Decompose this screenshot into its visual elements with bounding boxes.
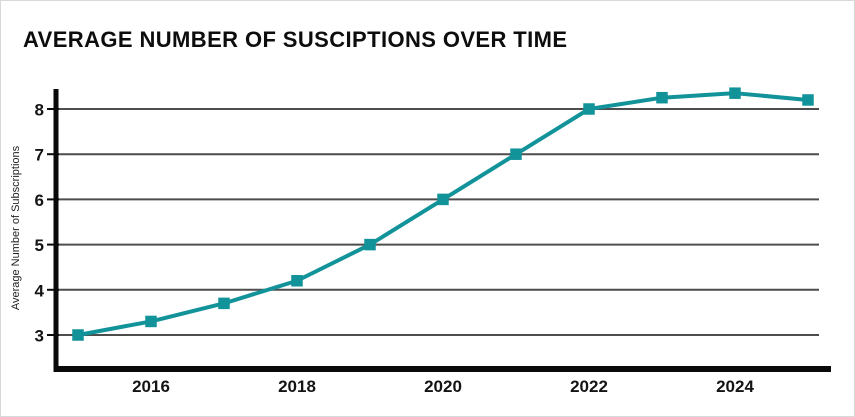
y-axis-tick-label: 8 [35,101,44,120]
data-point-marker [656,91,668,104]
data-point-marker [729,87,741,99]
y-axis-tick-label: 6 [35,191,44,210]
y-axis-tick-label: 5 [35,236,44,255]
data-point-marker [802,94,814,106]
data-point-marker [583,103,595,115]
data-point-marker [510,148,522,160]
data-point-marker [218,297,230,310]
data-point-marker [291,275,303,287]
y-axis-tick-label: 3 [35,327,44,346]
x-axis-tick-label: 2020 [424,377,462,396]
y-axis-tick-label: 4 [35,281,45,300]
x-axis-tick-label: 2024 [716,377,754,396]
data-point-marker [364,238,376,251]
data-line [77,91,809,337]
chart-title: AVERAGE NUMBER OF SUSCIPTIONS OVER TIME [23,27,568,52]
data-point-marker [72,329,84,341]
data-point-marker [437,193,449,206]
x-axis-tick-label: 2018 [278,377,316,396]
data-point-marker [145,315,157,328]
x-axis-tick-label: 2016 [132,377,170,396]
x-axis-tick-label: 2022 [570,377,608,396]
y-axis-tick-label: 7 [35,146,44,165]
